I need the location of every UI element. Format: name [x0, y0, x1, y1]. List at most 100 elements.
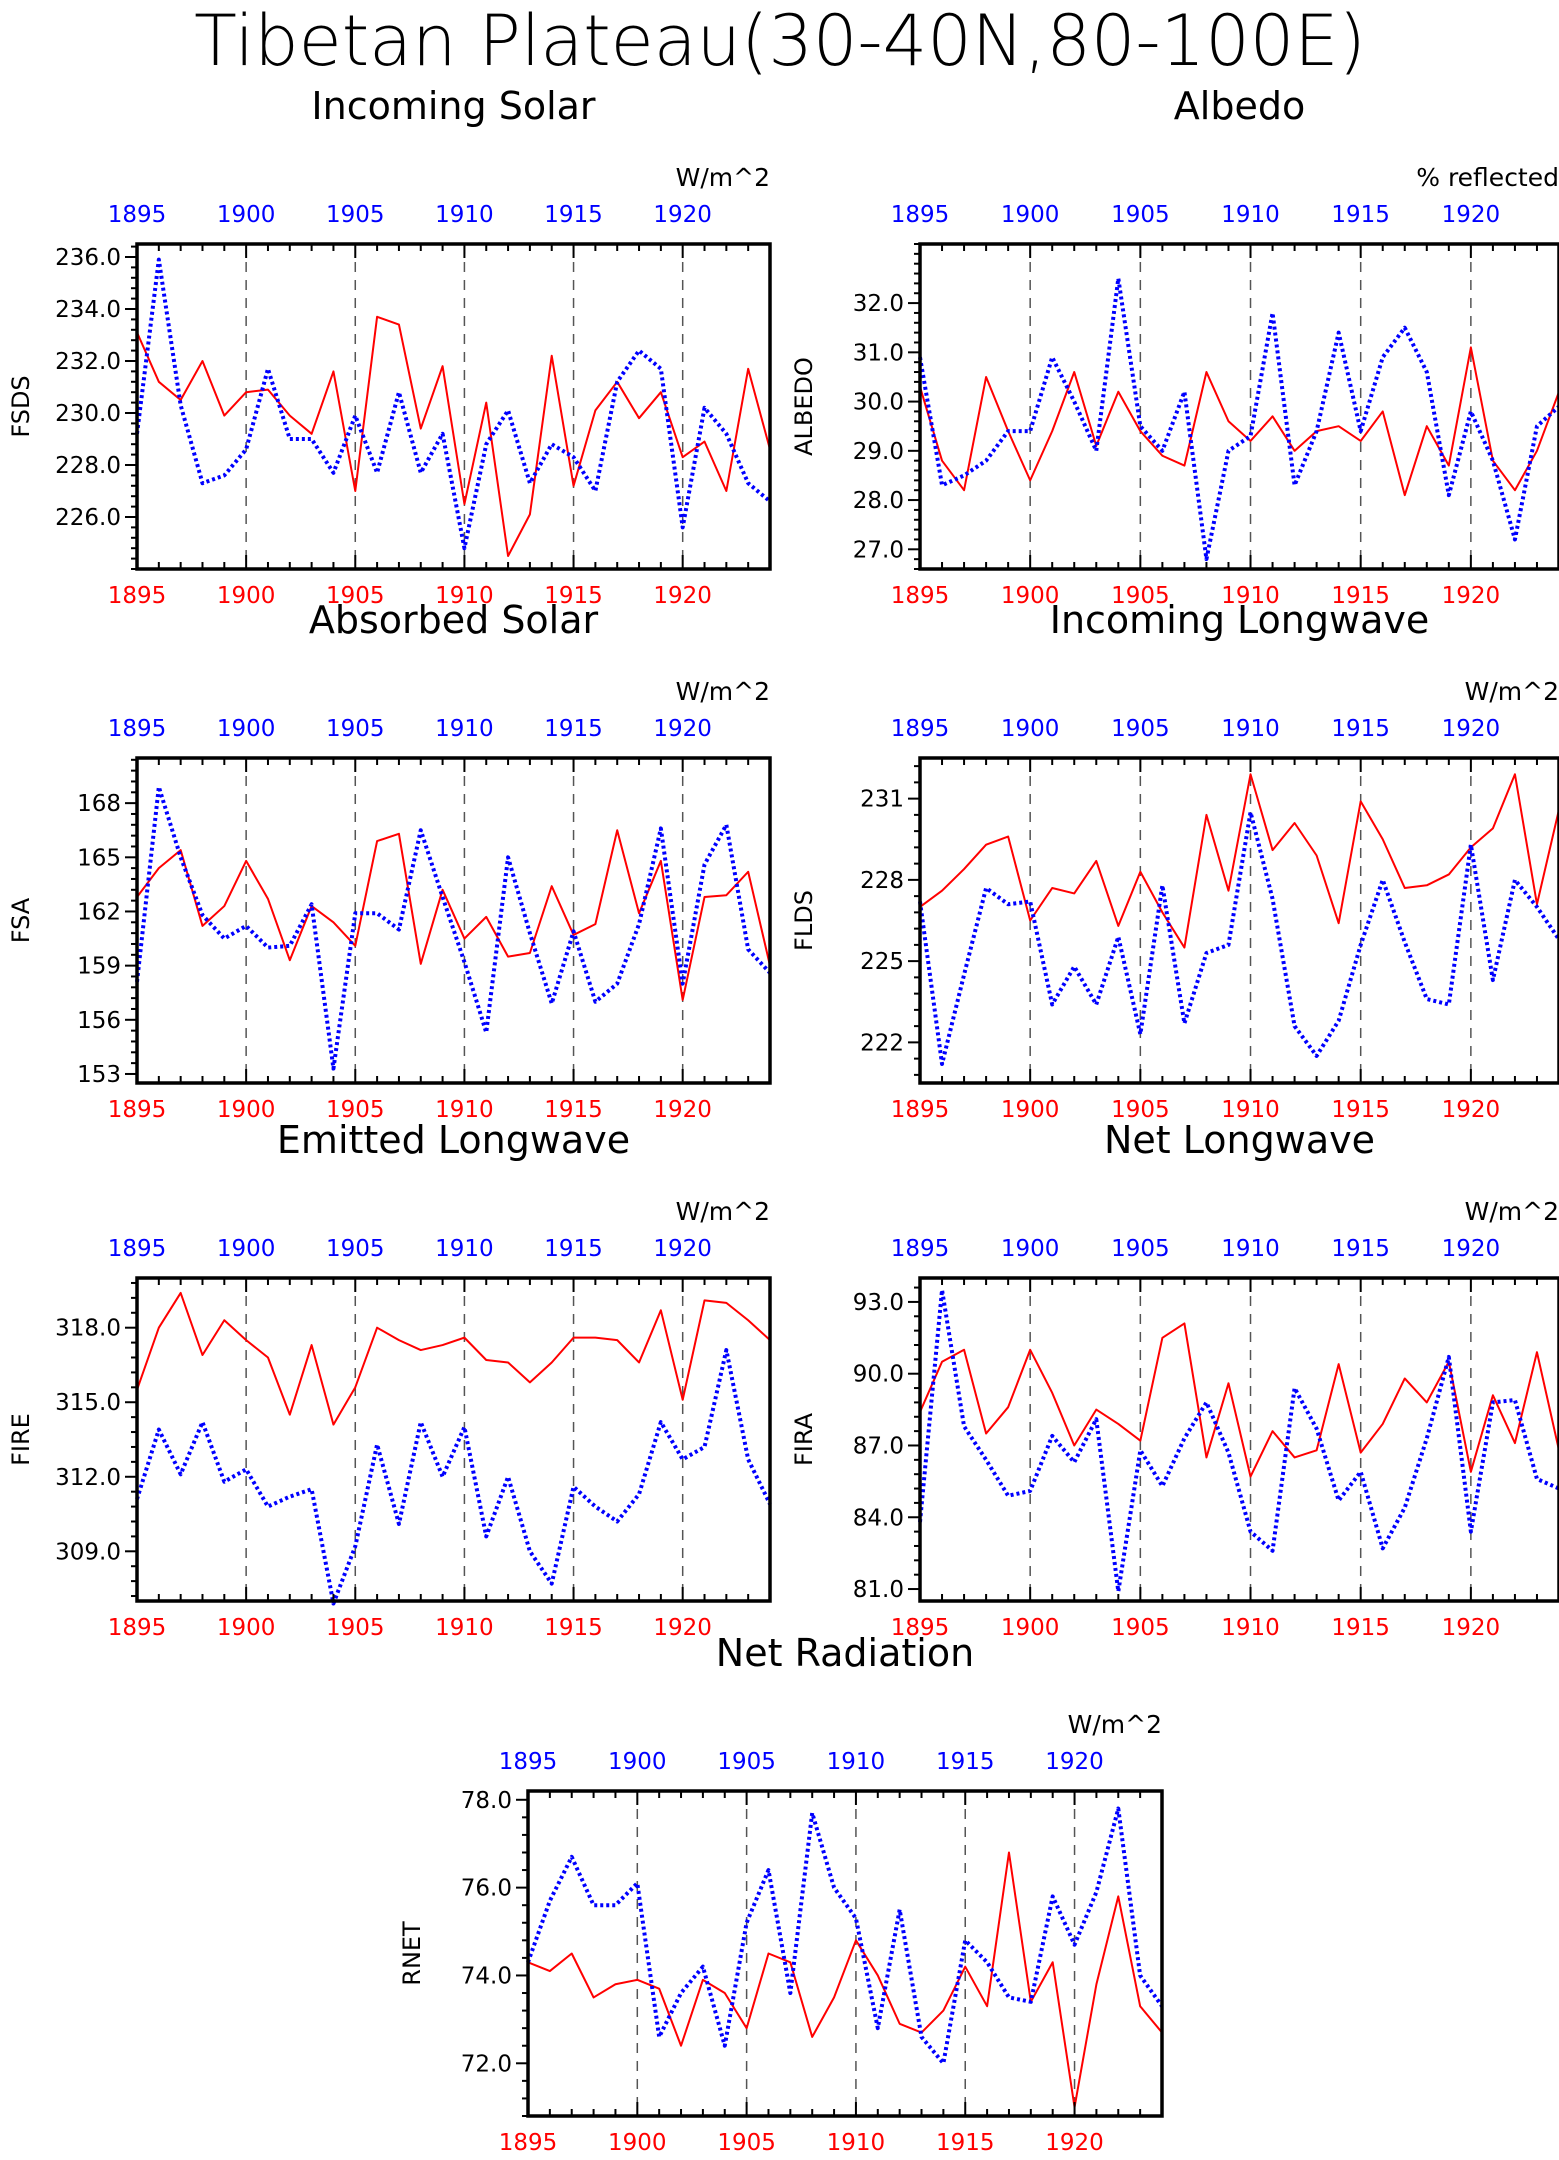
y-tick-label: 84.0 — [853, 1505, 904, 1531]
y-tick-label: 230.0 — [55, 401, 121, 427]
y-tick-label: 168 — [77, 791, 121, 817]
x-tick-label-top: 1905 — [326, 716, 385, 742]
x-tick-label-bottom: 1900 — [1001, 1097, 1060, 1123]
y-tick-label: 231 — [860, 787, 904, 813]
y-tick-label: 93.0 — [853, 1290, 904, 1316]
y-tick-label: 78.0 — [461, 1788, 512, 1814]
series-line-red — [136, 1291, 771, 1426]
series-line-blue — [135, 784, 772, 1071]
series-line-blue — [918, 810, 1559, 1067]
y-axis-label: FIRE — [7, 1413, 35, 1466]
y-tick-label: 315.0 — [55, 1390, 121, 1416]
y-tick-label: 228 — [860, 868, 904, 894]
x-tick-label-top: 1905 — [1111, 716, 1170, 742]
x-tick-label-bottom: 1910 — [827, 2130, 886, 2156]
y-tick-label: 228.0 — [55, 453, 121, 479]
x-tick-label-bottom: 1915 — [1331, 1097, 1390, 1123]
y-tick-label: 30.0 — [853, 390, 904, 416]
y-tick-label: 156 — [77, 1008, 121, 1034]
plot-frame — [918, 756, 1559, 1085]
panel-title: Emitted Longwave — [277, 1118, 630, 1162]
x-tick-label-top: 1920 — [1442, 1236, 1501, 1262]
x-tick-label-bottom: 1915 — [544, 583, 603, 609]
y-tick-label: 162 — [77, 899, 121, 925]
x-tick-label-bottom: 1900 — [217, 1097, 276, 1123]
plot-frame — [135, 242, 772, 571]
x-tick-label-top: 1920 — [653, 1236, 712, 1262]
x-tick-label-bottom: 1900 — [608, 2130, 667, 2156]
y-axis-label: RNET — [398, 1921, 426, 1986]
plot-frame — [918, 242, 1559, 571]
x-tick-label-bottom: 1905 — [326, 583, 385, 609]
x-tick-label-top: 1900 — [217, 202, 276, 228]
units-label: W/m^2 — [676, 163, 770, 192]
x-tick-label-bottom: 1900 — [1001, 583, 1060, 609]
series-line-red — [919, 346, 1559, 497]
x-tick-label-bottom: 1910 — [1221, 1615, 1280, 1641]
units-label: W/m^2 — [676, 1197, 770, 1226]
y-tick-label: 76.0 — [461, 1876, 512, 1902]
series-line-blue — [918, 276, 1559, 562]
y-tick-label: 28.0 — [853, 488, 904, 514]
panel-fira: Net Longwave W/m^2 1895 1895 1900 1900 1905 190… — [790, 1118, 1559, 1641]
x-tick-label-top: 1910 — [435, 716, 494, 742]
x-tick-label-top: 1915 — [1331, 716, 1390, 742]
x-tick-label-top: 1895 — [499, 1749, 558, 1775]
x-tick-label-top: 1900 — [1001, 202, 1060, 228]
x-tick-label-bottom: 1920 — [653, 1615, 712, 1641]
x-tick-label-bottom: 1895 — [108, 1097, 167, 1123]
x-tick-label-bottom: 1905 — [1111, 1615, 1170, 1641]
x-tick-label-bottom: 1895 — [108, 1615, 167, 1641]
y-axis-label: FLDS — [790, 890, 818, 951]
x-tick-label-bottom: 1920 — [1442, 1615, 1501, 1641]
y-tick-label: 318.0 — [55, 1316, 121, 1342]
y-tick-label: 222 — [860, 1030, 904, 1056]
x-tick-label-bottom: 1900 — [217, 1615, 276, 1641]
panel-albedo: Albedo % reflected 1895 1895 1900 1900 1905 190… — [790, 84, 1559, 609]
panel-title: Incoming Solar — [311, 84, 596, 128]
units-label: % reflected — [1416, 163, 1559, 192]
x-tick-label-top: 1920 — [1442, 202, 1501, 228]
units-label: W/m^2 — [1465, 1197, 1559, 1226]
x-tick-label-bottom: 1895 — [891, 1615, 950, 1641]
panel-fire: Emitted Longwave W/m^2 1895 1895 1900 1900 190… — [7, 1118, 772, 1641]
x-tick-label-top: 1895 — [891, 716, 950, 742]
x-tick-label-top: 1900 — [217, 716, 276, 742]
plot-frame — [135, 756, 772, 1085]
x-tick-label-top: 1920 — [1045, 1749, 1104, 1775]
panel-title: Net Radiation — [716, 1631, 974, 1675]
series-line-red — [136, 315, 771, 557]
series-line-blue — [526, 1806, 1164, 2066]
y-tick-label: 32.0 — [853, 291, 904, 317]
x-tick-label-top: 1900 — [1001, 1236, 1060, 1262]
plot-frame — [526, 1789, 1164, 2118]
x-tick-label-bottom: 1915 — [544, 1615, 603, 1641]
x-tick-label-bottom: 1920 — [1442, 583, 1501, 609]
x-tick-label-top: 1900 — [217, 1236, 276, 1262]
y-tick-label: 29.0 — [853, 439, 904, 465]
x-tick-label-top: 1915 — [1331, 202, 1390, 228]
x-tick-label-top: 1895 — [108, 1236, 167, 1262]
x-tick-label-top: 1905 — [326, 1236, 385, 1262]
panel-title: Absorbed Solar — [309, 598, 599, 642]
x-tick-label-bottom: 1900 — [217, 583, 276, 609]
x-tick-label-top: 1895 — [108, 716, 167, 742]
y-tick-label: 90.0 — [853, 1362, 904, 1388]
x-tick-label-top: 1915 — [544, 716, 603, 742]
y-tick-label: 312.0 — [55, 1465, 121, 1491]
series-line-red — [527, 1851, 1163, 2109]
x-tick-label-bottom: 1895 — [499, 2130, 558, 2156]
x-tick-label-bottom: 1915 — [544, 1097, 603, 1123]
series-line-blue — [918, 1287, 1559, 1594]
panel-title: Net Longwave — [1104, 1118, 1375, 1162]
x-tick-label-bottom: 1920 — [653, 1097, 712, 1123]
panel-title: Albedo — [1174, 84, 1305, 128]
y-tick-label: 74.0 — [461, 1963, 512, 1989]
y-axis-label: FSDS — [7, 375, 35, 437]
x-tick-label-top: 1900 — [1001, 716, 1060, 742]
series-line-blue — [135, 1348, 772, 1606]
x-tick-label-bottom: 1910 — [435, 583, 494, 609]
plot-frame — [135, 1276, 772, 1603]
y-tick-label: 309.0 — [55, 1539, 121, 1565]
